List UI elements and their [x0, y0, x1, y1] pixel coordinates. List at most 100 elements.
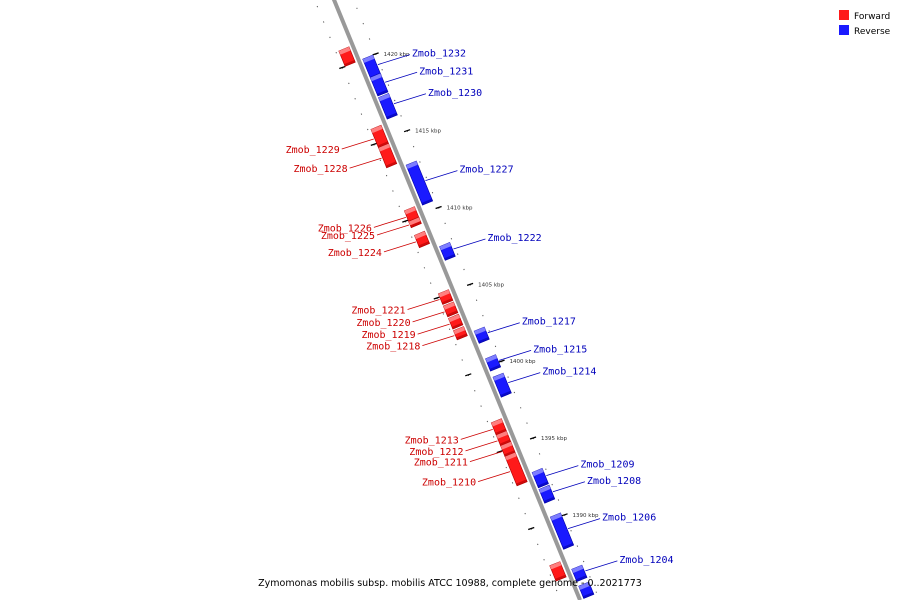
major-tick: 1390 kbp: [528, 513, 599, 531]
tick-label: 1420 kbp: [384, 52, 410, 58]
gene-label[interactable]: Zmob_1209: [580, 460, 634, 471]
major-tick: 1405 kbp: [433, 282, 505, 300]
gene-leader-line: [498, 349, 532, 361]
gene-bevel-bottom: [456, 333, 468, 340]
gene-bevel-bottom: [385, 161, 397, 168]
gene-forward[interactable]: Zmob_1221: [351, 289, 454, 317]
major-tick: 1410 kbp: [402, 206, 473, 223]
gene-forward[interactable]: [338, 46, 356, 67]
gene-forward[interactable]: Zmob_1218: [366, 326, 468, 353]
gene-leader-line: [373, 216, 406, 228]
tick-label: 1395 kbp: [541, 436, 567, 442]
gene-label[interactable]: Zmob_1219: [361, 330, 415, 341]
gene-reverse[interactable]: Zmob_1204: [571, 555, 674, 582]
gene-bevel-top: [474, 327, 486, 335]
gene-reverse[interactable]: Zmob_1215: [485, 344, 588, 372]
gene-reverse[interactable]: Zmob_1206: [549, 512, 656, 550]
gene-bevel-top: [448, 314, 461, 323]
gene-leader-line: [383, 241, 417, 253]
gene-label[interactable]: Zmob_1226: [318, 223, 372, 234]
legend-item-reverse: Reverse: [839, 25, 891, 37]
gene-forward[interactable]: Zmob_1213: [405, 418, 507, 447]
gene-bevel-bottom: [499, 439, 511, 446]
gene-leader-line: [585, 560, 618, 572]
gene-forward[interactable]: Zmob_1212: [409, 430, 512, 458]
gene-bevel-top: [408, 217, 421, 226]
gene-label[interactable]: Zmob_1227: [459, 165, 513, 176]
genome-axis: [331, 0, 582, 600]
gene-forward[interactable]: Zmob_1211: [414, 441, 516, 469]
gene-reverse[interactable]: Zmob_1209: [531, 460, 635, 489]
gene-label[interactable]: Zmob_1208: [587, 476, 641, 487]
gene-reverse[interactable]: [578, 581, 595, 599]
gene-reverse[interactable]: Zmob_1230: [378, 88, 482, 120]
major-tick: 1400 kbp: [465, 359, 536, 377]
gene-bevel-bottom: [500, 390, 512, 398]
gene-label[interactable]: Zmob_1213: [405, 435, 459, 446]
gene-leader-line: [460, 428, 493, 440]
gene-reverse[interactable]: Zmob_1217: [473, 317, 576, 344]
gene-forward[interactable]: [549, 561, 567, 582]
gene-forward[interactable]: Zmob_1210: [422, 452, 528, 489]
gene-bevel-bottom: [377, 141, 389, 148]
gene-label[interactable]: Zmob_1218: [366, 342, 420, 353]
gene-label[interactable]: Zmob_1228: [293, 164, 347, 175]
gene-leader-line: [465, 440, 498, 452]
gene-reverse[interactable]: Zmob_1227: [405, 160, 514, 206]
gene-bevel-top: [406, 161, 418, 169]
gene-bevel-bottom: [344, 60, 356, 67]
gene-bevel-top: [493, 373, 505, 381]
gene-bevel-bottom: [451, 322, 463, 330]
gene-label[interactable]: Zmob_1221: [351, 306, 405, 317]
gene-label[interactable]: Zmob_1225: [321, 231, 375, 242]
gene-bevel-bottom: [421, 198, 433, 206]
gene-bevel-bottom: [555, 574, 567, 582]
gene-bevel-top: [438, 289, 450, 298]
gene-forward[interactable]: Zmob_1219: [361, 313, 464, 341]
gene-forward[interactable]: Zmob_1229: [286, 124, 389, 156]
gene-bevel-bottom: [489, 364, 501, 372]
gene-label[interactable]: Zmob_1224: [328, 248, 382, 259]
gene-leader-line: [567, 518, 601, 530]
gene-bevel-top: [539, 485, 551, 494]
major-tick: 1395 kbp: [496, 436, 567, 454]
gene-label[interactable]: Zmob_1204: [619, 555, 673, 566]
gene-bevel-bottom: [562, 542, 574, 550]
legend-swatch: [839, 10, 849, 20]
gene-reverse[interactable]: Zmob_1214: [492, 367, 596, 398]
gene-forward[interactable]: Zmob_1228: [293, 143, 398, 176]
gene-label[interactable]: Zmob_1217: [522, 317, 576, 328]
gene-label[interactable]: Zmob_1220: [356, 318, 410, 329]
gene-label[interactable]: Zmob_1215: [533, 344, 587, 355]
genes: Zmob_1232 Zmob_1231 Zmob_1230 Zmob_1229 Zmob…: [286, 46, 674, 599]
gene-bevel-bottom: [504, 450, 516, 457]
gene-label[interactable]: Zmob_1229: [286, 145, 340, 156]
gene-forward[interactable]: Zmob_1225: [321, 217, 422, 242]
gene-label[interactable]: Zmob_1212: [409, 447, 463, 458]
gene-leader-line: [469, 451, 503, 463]
genome-caption: Zymomonas mobilis subsp. mobilis ATCC 10…: [258, 578, 642, 589]
gene-bevel-top: [500, 441, 513, 450]
gene-label[interactable]: Zmob_1232: [412, 49, 466, 60]
gene-label[interactable]: Zmob_1231: [419, 66, 473, 77]
gene-bevel-top: [496, 431, 508, 439]
gene-label[interactable]: Zmob_1210: [422, 478, 476, 489]
gene-bevel-top: [414, 231, 427, 240]
tick-label: 1415 kbp: [415, 129, 441, 135]
gene-bevel-bottom: [516, 479, 528, 486]
gene-bevel-bottom: [386, 112, 398, 120]
gene-label[interactable]: Zmob_1211: [414, 458, 468, 469]
gene-label[interactable]: Zmob_1222: [487, 233, 541, 244]
gene-label[interactable]: Zmob_1206: [602, 513, 656, 524]
gene-label[interactable]: Zmob_1214: [542, 367, 596, 378]
gene-forward[interactable]: Zmob_1220: [356, 301, 459, 329]
gene-bevel-bottom: [446, 310, 458, 317]
legend-swatch: [839, 25, 849, 35]
gene-forward[interactable]: Zmob_1224: [328, 230, 430, 259]
legend-item-forward: Forward: [839, 10, 890, 22]
gene-reverse[interactable]: Zmob_1208: [538, 476, 641, 504]
gene-label[interactable]: Zmob_1230: [428, 88, 482, 99]
gene-reverse[interactable]: Zmob_1231: [369, 66, 473, 97]
gene-bevel-top: [338, 46, 351, 55]
gene-reverse[interactable]: Zmob_1222: [439, 233, 542, 261]
